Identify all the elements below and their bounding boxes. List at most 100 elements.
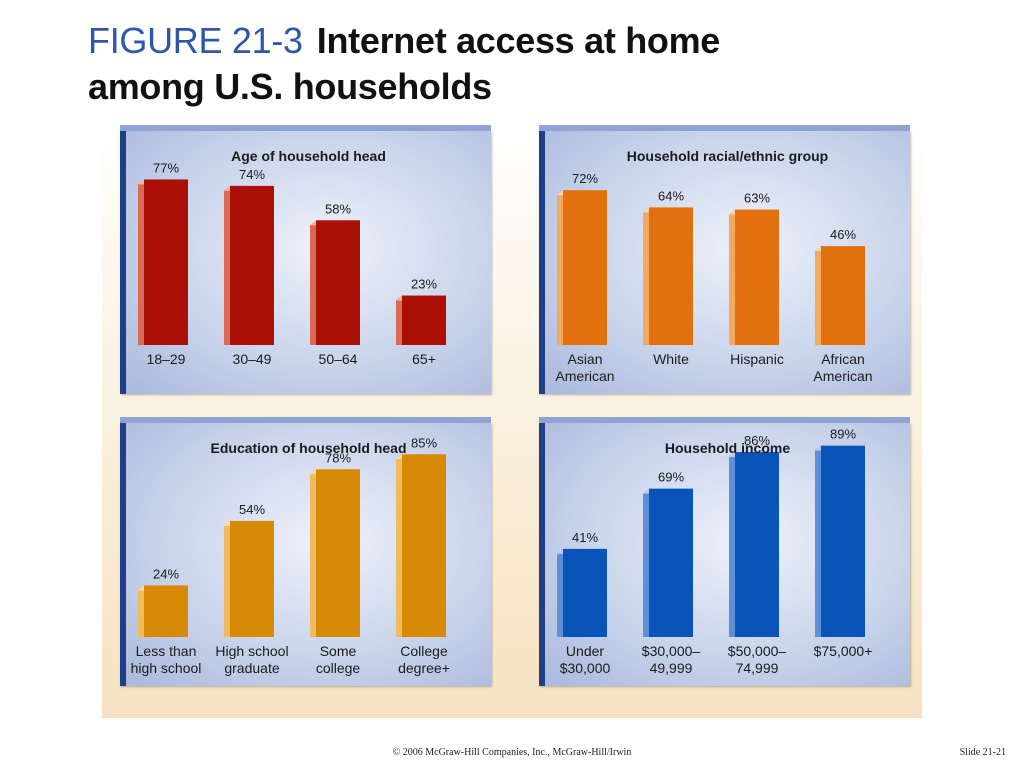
bar — [396, 295, 446, 345]
category-label: American — [813, 368, 872, 384]
category-label: Asian — [567, 351, 602, 367]
chart-title-income: Household income — [664, 440, 791, 456]
bar — [729, 452, 779, 637]
chart-title-education: Education of household head — [210, 440, 407, 456]
category-label: graduate — [224, 660, 279, 676]
category-label: 49,999 — [650, 660, 693, 676]
category-label: 50–64 — [319, 351, 358, 367]
bar — [224, 185, 274, 345]
data-label: 74% — [239, 167, 265, 182]
category-label: Hispanic — [730, 351, 784, 367]
data-label: 24% — [153, 566, 179, 581]
bar-front-face — [563, 190, 607, 345]
data-label: 86% — [744, 433, 770, 448]
bar-side-face — [815, 246, 821, 345]
bar-front-face — [735, 452, 779, 637]
category-label: High school — [215, 643, 288, 659]
bar-front-face — [402, 295, 446, 345]
data-label: 41% — [572, 530, 598, 545]
bar-side-face — [224, 520, 230, 637]
data-label: 23% — [411, 277, 437, 292]
bar-front-face — [821, 445, 865, 637]
chart-panel-income: 41% Under $30,000 69% $30,000– 49,999 86% $50,0… — [539, 417, 910, 686]
bar-front-face — [402, 454, 446, 637]
data-label: 72% — [572, 171, 598, 186]
category-label: American — [555, 368, 614, 384]
bar — [310, 220, 360, 345]
slide-title: FIGURE 21-3 Internet access at home among… — [88, 18, 888, 110]
bar-side-face — [557, 548, 563, 637]
slide-number: Slide 21-21 — [959, 747, 1006, 758]
bar-side-face — [643, 488, 649, 637]
data-label: 77% — [153, 160, 179, 175]
bar-front-face — [649, 207, 693, 345]
category-label: Under — [566, 643, 604, 659]
title-line-2: among U.S. households — [88, 66, 492, 107]
bar — [396, 454, 446, 637]
bar-side-face — [557, 190, 563, 345]
category-label: college — [316, 660, 361, 676]
bar-side-face — [138, 585, 144, 637]
data-label: 54% — [239, 502, 265, 517]
bar-side-face — [310, 220, 316, 345]
data-label: 85% — [411, 435, 437, 450]
category-label: Less than — [136, 643, 197, 659]
bar-side-face — [138, 179, 144, 345]
chart-panel-race-ethnicity: 72% Asian American 64% White 63% Hispanic 46% Af… — [539, 125, 910, 394]
bar — [557, 548, 607, 637]
bar — [643, 207, 693, 345]
category-label: $75,000+ — [814, 643, 873, 659]
copyright-footer: © 2006 McGraw-Hill Companies, Inc., McGr… — [392, 747, 632, 758]
bar-front-face — [821, 246, 865, 345]
bar — [138, 585, 188, 637]
bar-front-face — [230, 185, 274, 345]
category-label: $50,000– — [728, 643, 787, 659]
chart-title-race-ethnicity: Household racial/ethnic group — [626, 148, 829, 164]
data-label: 46% — [830, 227, 856, 242]
bar-front-face — [144, 585, 188, 637]
bar-side-face — [815, 445, 821, 637]
data-label: 69% — [658, 470, 684, 485]
category-label: College — [400, 643, 448, 659]
bar-side-face — [643, 207, 649, 345]
figure-label: FIGURE 21-3 — [88, 20, 303, 61]
category-label: $30,000– — [642, 643, 701, 659]
category-label: $30,000 — [560, 660, 611, 676]
category-label: 30–49 — [233, 351, 272, 367]
title-line-1: Internet access at home — [316, 20, 721, 61]
bar-front-face — [144, 179, 188, 345]
bar — [310, 469, 360, 637]
chart-panel-age: 77% 18–29 74% 30–49 58% 50–64 23% 65+ Age of ho… — [120, 125, 491, 394]
bar-side-face — [729, 452, 735, 637]
data-label: 64% — [658, 188, 684, 203]
bar — [138, 179, 188, 345]
data-label: 78% — [325, 450, 351, 465]
chart-title-age: Age of household head — [231, 148, 386, 164]
bar-front-face — [563, 548, 607, 637]
bar-front-face — [735, 209, 779, 345]
category-label: 65+ — [412, 351, 436, 367]
data-label: 58% — [325, 201, 351, 216]
chart-plot: 72%AsianAmerican64%White63%Hispanic46%Af… — [555, 171, 872, 384]
bar — [815, 246, 865, 345]
chart-panel-education: 24% Less than high school 54% High school gra… — [120, 417, 491, 686]
bar — [729, 209, 779, 345]
category-label: 74,999 — [736, 660, 779, 676]
bar — [815, 445, 865, 637]
chart-plot: 77% 18–29 74% 30–49 58% 50–64 23% 65+ — [138, 160, 446, 367]
category-label: African — [821, 351, 865, 367]
bar — [643, 488, 693, 637]
bar-side-face — [310, 469, 316, 637]
category-label: Some — [320, 643, 357, 659]
data-label: 89% — [830, 427, 856, 442]
bar-side-face — [729, 209, 735, 345]
bar-side-face — [396, 454, 402, 637]
bar — [224, 520, 274, 637]
chart-plot: 41% Under$30,000 69% $30,000–49,999 86% $50,0… — [557, 427, 873, 676]
bar-front-face — [649, 488, 693, 637]
bar-front-face — [316, 220, 360, 345]
category-label: degree+ — [398, 660, 450, 676]
bar-front-face — [316, 469, 360, 637]
category-label: high school — [131, 660, 202, 676]
